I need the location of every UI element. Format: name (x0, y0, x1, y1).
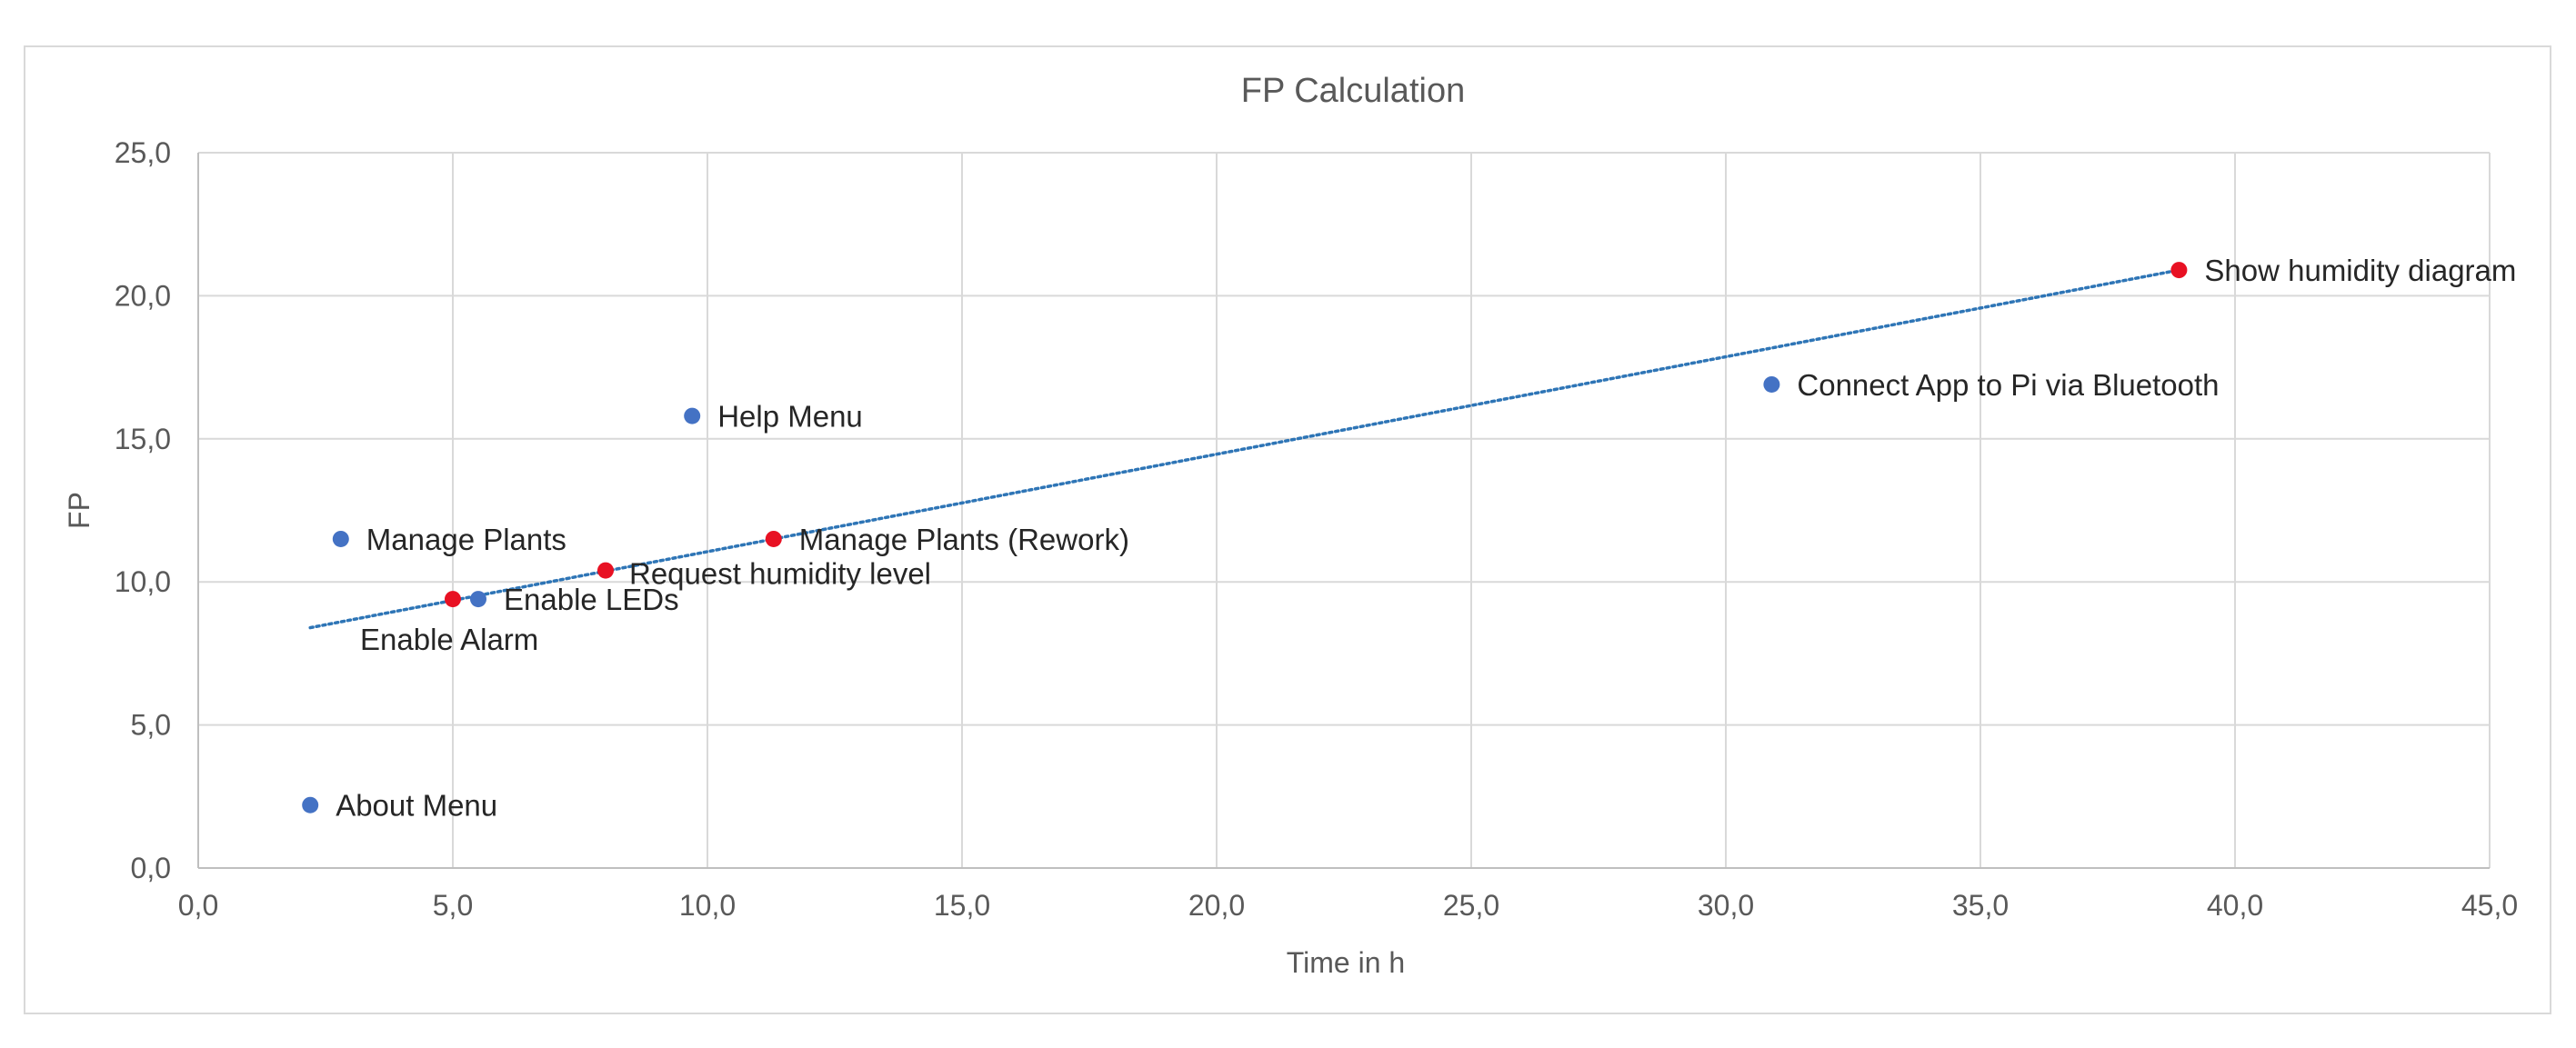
data-label: About Menu (336, 789, 497, 823)
chart-frame (24, 45, 2551, 1014)
y-tick-label: 15,0 (115, 423, 171, 455)
data-point (302, 796, 319, 813)
data-label: Enable LEDs (504, 583, 679, 616)
x-tick-label: 10,0 (679, 889, 736, 922)
y-axis-title: FP (63, 492, 95, 529)
data-point (684, 407, 701, 424)
data-point (470, 591, 486, 608)
data-point (765, 530, 782, 547)
y-tick-label: 0,0 (131, 852, 171, 884)
x-tick-label: 30,0 (1698, 889, 1754, 922)
x-tick-label: 20,0 (1188, 889, 1245, 922)
data-label: Request humidity level (629, 557, 931, 591)
x-tick-label: 25,0 (1443, 889, 1499, 922)
data-point (597, 562, 614, 579)
x-tick-label: 35,0 (1952, 889, 2009, 922)
data-label: Manage Plants (366, 523, 566, 556)
data-point (332, 530, 349, 547)
y-tick-label: 20,0 (115, 279, 171, 312)
y-tick-label: 10,0 (115, 565, 171, 598)
x-tick-label: 5,0 (433, 889, 473, 922)
data-point (445, 591, 461, 608)
x-tick-label: 0,0 (178, 889, 218, 922)
trendline (308, 268, 2181, 630)
y-tick-label: 25,0 (115, 136, 171, 169)
data-label: Help Menu (717, 400, 863, 434)
x-tick-label: 45,0 (2461, 889, 2518, 922)
data-label: Enable Alarm (360, 623, 538, 656)
x-tick-label: 15,0 (934, 889, 990, 922)
data-label: Manage Plants (Rework) (799, 523, 1129, 556)
chart-title: FP Calculation (1241, 72, 1465, 110)
data-label: Show humidity diagram (2204, 254, 2516, 287)
data-point (2170, 262, 2188, 279)
x-axis-title: Time in h (1287, 946, 1405, 979)
data-point (1763, 375, 1780, 393)
data-label: Connect App to Pi via Bluetooth (1797, 368, 2219, 402)
x-tick-label: 40,0 (2207, 889, 2263, 922)
y-tick-label: 5,0 (131, 709, 171, 742)
